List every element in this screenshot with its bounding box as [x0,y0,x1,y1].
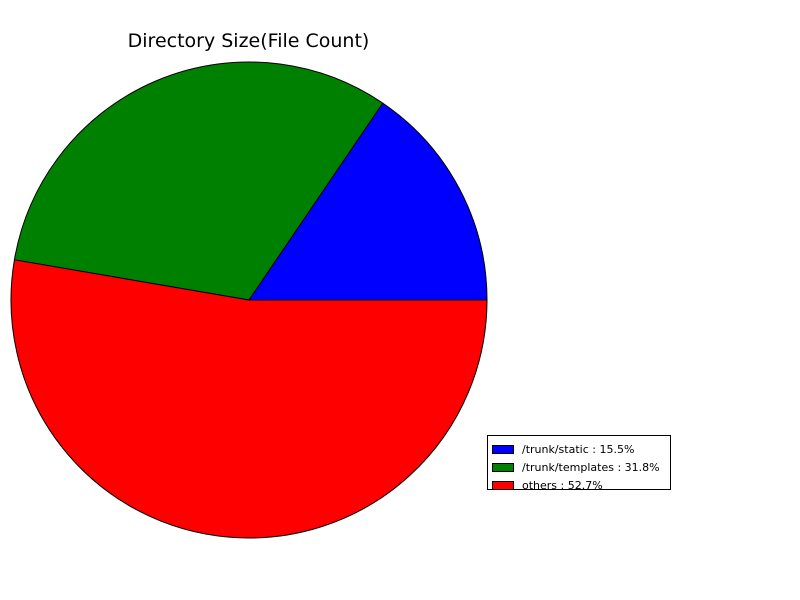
legend-item: /trunk/templates : 31.8% [492,458,670,476]
legend: /trunk/static : 15.5% /trunk/templates :… [487,435,671,492]
pie-slice-2 [10,259,488,539]
legend-label: others : 52.7% [522,478,603,492]
chart-title: Directory Size(File Count) [127,30,370,52]
pie-slice-0 [248,102,488,301]
legend-swatch [492,444,514,454]
pie-slice-1 [13,61,384,301]
legend-swatch [492,462,514,472]
legend-item: /trunk/static : 15.5% [492,440,670,458]
legend-label: /trunk/templates : 31.8% [522,460,660,474]
legend-label: /trunk/static : 15.5% [522,442,635,456]
legend-item: others : 52.7% [492,476,670,494]
legend-swatch [492,480,514,490]
